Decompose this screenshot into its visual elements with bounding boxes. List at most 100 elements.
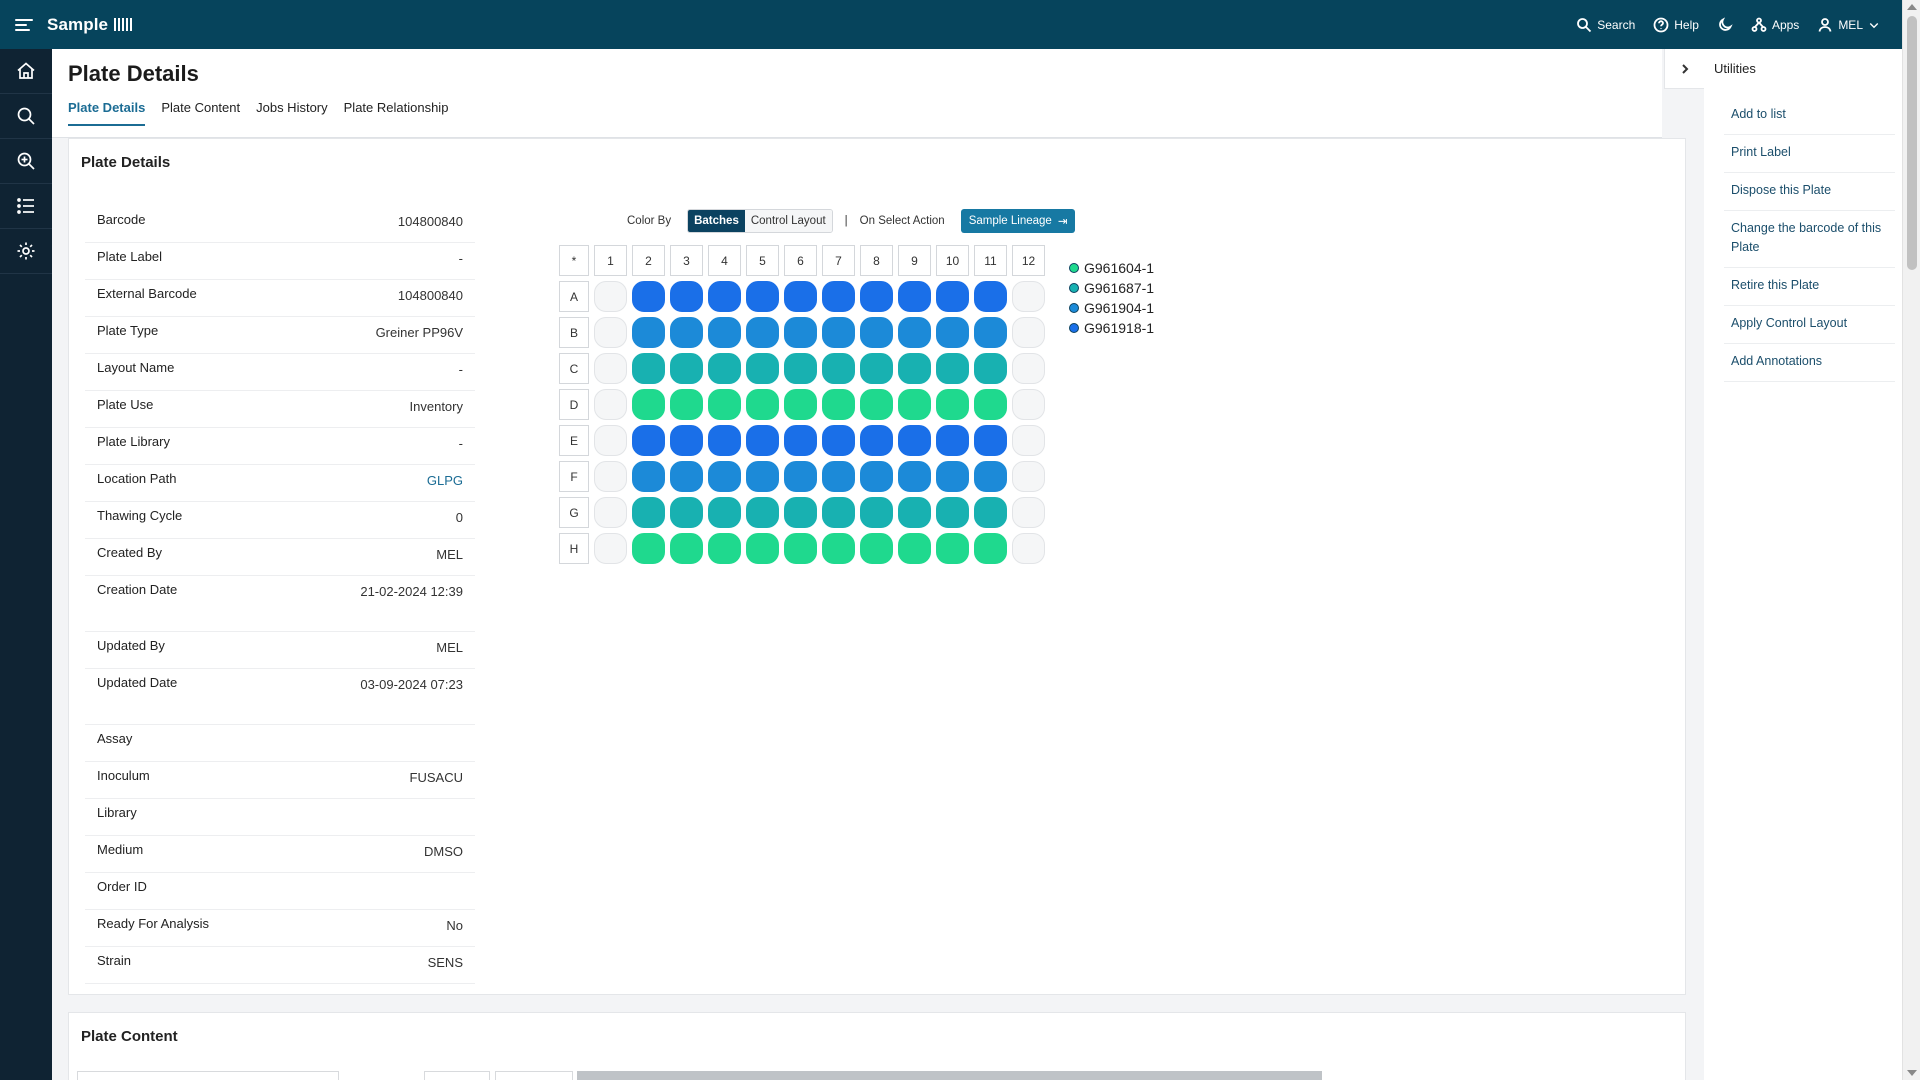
legend-item[interactable]: G961687-1	[1069, 278, 1154, 298]
plate-well[interactable]	[898, 281, 931, 312]
plate-well[interactable]	[822, 353, 855, 384]
rail-zoom[interactable]	[0, 139, 52, 184]
plate-well[interactable]	[860, 497, 893, 528]
plate-well[interactable]	[632, 497, 665, 528]
plate-well[interactable]	[898, 389, 931, 420]
plate-well[interactable]	[670, 389, 703, 420]
plate-well[interactable]	[860, 425, 893, 456]
plate-well[interactable]	[594, 533, 627, 564]
plate-well[interactable]	[594, 317, 627, 348]
plate-well[interactable]	[1012, 317, 1045, 348]
column-header[interactable]: 11	[974, 245, 1007, 276]
plate-well[interactable]	[822, 425, 855, 456]
page-scrollbar[interactable]	[1902, 0, 1920, 1080]
plate-well[interactable]	[860, 389, 893, 420]
column-header[interactable]: 6	[784, 245, 817, 276]
plate-well[interactable]	[936, 389, 969, 420]
plate-well[interactable]	[670, 317, 703, 348]
plate-well[interactable]	[746, 281, 779, 312]
scroll-down-icon[interactable]	[1907, 1070, 1917, 1076]
plate-well[interactable]	[974, 461, 1007, 492]
plate-well[interactable]	[898, 353, 931, 384]
column-header[interactable]: 12	[1012, 245, 1045, 276]
row-header[interactable]: A	[559, 281, 589, 312]
plate-well[interactable]	[860, 533, 893, 564]
toolbar-button-stub[interactable]	[424, 1071, 490, 1080]
plate-well[interactable]	[784, 533, 817, 564]
plate-well[interactable]	[974, 497, 1007, 528]
plate-well[interactable]	[594, 281, 627, 312]
plate-well[interactable]	[1012, 533, 1045, 564]
plate-well[interactable]	[974, 317, 1007, 348]
plate-well[interactable]	[632, 533, 665, 564]
plate-well[interactable]	[936, 461, 969, 492]
plate-well[interactable]	[594, 389, 627, 420]
plate-well[interactable]	[670, 281, 703, 312]
plate-well[interactable]	[784, 389, 817, 420]
plate-well[interactable]	[1012, 497, 1045, 528]
plate-well[interactable]	[898, 425, 931, 456]
column-header[interactable]: 9	[898, 245, 931, 276]
plate-well[interactable]	[1012, 389, 1045, 420]
plate-well[interactable]	[974, 281, 1007, 312]
plate-well[interactable]	[746, 353, 779, 384]
plate-well[interactable]	[632, 353, 665, 384]
plate-well[interactable]	[860, 281, 893, 312]
app-brand[interactable]: Sample	[47, 15, 133, 35]
row-header[interactable]: F	[559, 461, 589, 492]
apps-button[interactable]: Apps	[1751, 17, 1799, 33]
plate-well[interactable]	[936, 497, 969, 528]
utility-action[interactable]: Add Annotations	[1724, 344, 1895, 382]
utility-action[interactable]: Retire this Plate	[1724, 268, 1895, 306]
legend-item[interactable]: G961604-1	[1069, 258, 1154, 278]
row-header[interactable]: D	[559, 389, 589, 420]
legend-item[interactable]: G961904-1	[1069, 298, 1154, 318]
utilities-collapse-button[interactable]	[1664, 49, 1704, 89]
plate-well[interactable]	[1012, 281, 1045, 312]
plate-well[interactable]	[822, 389, 855, 420]
plate-well[interactable]	[860, 353, 893, 384]
plate-well[interactable]	[898, 461, 931, 492]
column-header[interactable]: 7	[822, 245, 855, 276]
plate-well[interactable]	[594, 353, 627, 384]
plate-well[interactable]	[670, 425, 703, 456]
plate-well[interactable]	[594, 425, 627, 456]
utility-action[interactable]: Dispose this Plate	[1724, 173, 1895, 211]
utility-action[interactable]: Change the barcode of this Plate	[1724, 211, 1895, 268]
scroll-thumb[interactable]	[1907, 16, 1917, 270]
row-header[interactable]: E	[559, 425, 589, 456]
plate-well[interactable]	[822, 497, 855, 528]
plate-well[interactable]	[974, 353, 1007, 384]
theme-toggle-button[interactable]	[1717, 16, 1733, 33]
legend-item[interactable]: G961918-1	[1069, 318, 1154, 338]
row-header[interactable]: G	[559, 497, 589, 528]
plate-well[interactable]	[784, 281, 817, 312]
plate-well[interactable]	[670, 497, 703, 528]
tab-jobs-history[interactable]: Jobs History	[256, 100, 328, 115]
plate-well[interactable]	[708, 497, 741, 528]
plate-well[interactable]	[708, 317, 741, 348]
plate-well[interactable]	[936, 353, 969, 384]
plate-well[interactable]	[746, 461, 779, 492]
plate-well[interactable]	[898, 317, 931, 348]
plate-well[interactable]	[974, 425, 1007, 456]
plate-well[interactable]	[594, 461, 627, 492]
plate-well[interactable]	[936, 281, 969, 312]
plate-well[interactable]	[632, 461, 665, 492]
plate-well[interactable]	[594, 497, 627, 528]
plate-well[interactable]	[860, 461, 893, 492]
plate-well[interactable]	[746, 497, 779, 528]
user-menu-button[interactable]: MEL	[1817, 17, 1880, 33]
plate-well[interactable]	[670, 461, 703, 492]
column-header[interactable]: 2	[632, 245, 665, 276]
control-layout-button[interactable]: Control Layout	[744, 210, 832, 232]
plate-well[interactable]	[1012, 425, 1045, 456]
plate-well[interactable]	[784, 461, 817, 492]
plate-well[interactable]	[708, 461, 741, 492]
column-header[interactable]: 10	[936, 245, 969, 276]
plate-well[interactable]	[708, 533, 741, 564]
plate-well[interactable]	[822, 317, 855, 348]
location-path-link[interactable]: GLPG	[426, 473, 463, 488]
menu-icon[interactable]	[15, 16, 33, 34]
plate-well[interactable]	[632, 425, 665, 456]
